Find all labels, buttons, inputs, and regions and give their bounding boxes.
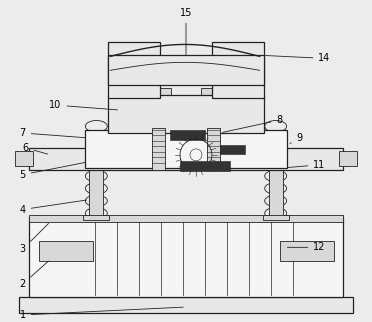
Bar	[180, 161, 230, 171]
Text: 6: 6	[23, 143, 48, 154]
Text: 14: 14	[266, 53, 331, 63]
Text: 3: 3	[20, 223, 48, 254]
Bar	[263, 214, 289, 221]
Text: 9: 9	[290, 133, 303, 144]
Text: 12: 12	[288, 242, 326, 252]
Bar	[15, 151, 33, 166]
Text: 1: 1	[20, 307, 183, 320]
Text: 5: 5	[19, 162, 86, 180]
Text: 10: 10	[49, 100, 118, 110]
Bar	[108, 95, 264, 133]
Bar	[339, 151, 357, 166]
Bar	[86, 130, 286, 168]
Bar	[83, 214, 109, 221]
Bar	[170, 130, 205, 140]
Text: 4: 4	[20, 200, 87, 214]
Bar	[220, 145, 245, 154]
Bar	[39, 242, 93, 261]
Text: 8: 8	[222, 115, 283, 132]
Bar	[201, 88, 217, 170]
Text: 7: 7	[19, 128, 86, 138]
Bar	[108, 55, 264, 85]
Text: 15: 15	[180, 8, 192, 56]
Bar	[29, 214, 343, 223]
Bar	[19, 297, 353, 313]
Bar	[108, 43, 160, 98]
Bar	[195, 162, 223, 169]
Bar	[89, 160, 103, 217]
Bar	[280, 242, 334, 261]
Text: 11: 11	[288, 160, 326, 170]
Bar	[269, 160, 283, 217]
Bar	[149, 162, 177, 169]
Bar	[29, 148, 343, 170]
Bar	[212, 43, 264, 98]
Text: 2: 2	[19, 261, 48, 289]
Bar	[207, 128, 220, 170]
Bar	[152, 128, 165, 170]
Bar	[155, 88, 171, 170]
Bar	[29, 217, 343, 297]
